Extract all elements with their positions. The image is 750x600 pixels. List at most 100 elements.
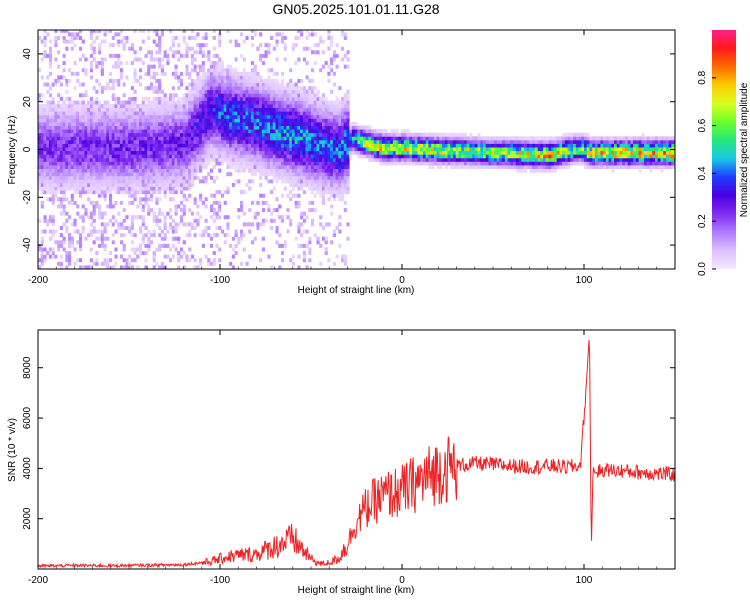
heatmap-cell <box>289 150 293 155</box>
heatmap-cell <box>259 111 263 116</box>
heatmap-cell <box>302 100 306 105</box>
heatmap-cell <box>193 258 197 263</box>
heatmap-cell <box>163 218 167 223</box>
heatmap-cell <box>199 107 203 112</box>
heatmap-cell <box>40 136 44 141</box>
heatmap-cell <box>57 172 61 177</box>
heatmap-cell <box>311 122 315 126</box>
heatmap-cell <box>141 197 145 202</box>
heatmap-cell <box>455 161 459 166</box>
heatmap-cell <box>212 30 216 33</box>
heatmap-cell <box>190 136 195 141</box>
heatmap-cell <box>190 225 195 230</box>
heatmap-cell <box>169 258 173 263</box>
heatmap-cell <box>371 143 375 148</box>
heatmap-cell <box>341 161 345 166</box>
heatmap-cell <box>275 161 279 166</box>
heatmap-cell <box>313 139 317 144</box>
heatmap-cell <box>158 100 162 105</box>
heatmap-cell <box>540 168 544 173</box>
heatmap-cell <box>125 175 129 180</box>
heatmap-cell <box>65 168 69 173</box>
heatmap-cell <box>119 172 124 177</box>
heatmap-cell <box>133 258 137 263</box>
heatmap-cell <box>226 104 230 109</box>
heatmap-cell <box>160 71 164 76</box>
heatmap-cell <box>302 57 306 62</box>
heatmap-cell <box>51 186 55 191</box>
heatmap-cell <box>190 157 195 162</box>
heatmap-cell <box>261 172 265 177</box>
heatmap-cell <box>62 236 66 241</box>
heatmap-cell <box>308 104 312 109</box>
heatmap-cell <box>78 46 83 51</box>
heatmap-cell <box>428 157 432 162</box>
heatmap-cell <box>155 32 159 37</box>
heatmap-cell <box>321 125 326 130</box>
heatmap-cell <box>204 43 208 48</box>
heatmap-cell <box>278 82 282 87</box>
heatmap-cell <box>253 161 257 166</box>
heatmap-cell <box>311 147 315 152</box>
heatmap-cell <box>139 229 143 234</box>
heatmap-cell <box>496 143 500 148</box>
heatmap-cell <box>513 154 517 159</box>
heatmap-cell <box>234 111 238 116</box>
heatmap-cell <box>253 172 257 177</box>
heatmap-cell <box>300 89 304 94</box>
heatmap-cell <box>499 161 503 166</box>
heatmap-cell <box>201 118 205 123</box>
heatmap-cell <box>209 204 214 209</box>
heatmap-cell <box>169 107 173 112</box>
heatmap-cell <box>452 157 457 162</box>
heatmap-cell <box>485 139 489 144</box>
heatmap-cell <box>521 150 525 155</box>
heatmap-cell <box>171 104 175 109</box>
heatmap-cell <box>130 265 134 269</box>
heatmap-cell <box>267 132 271 137</box>
heatmap-cell <box>95 204 99 209</box>
heatmap-cell <box>431 157 435 162</box>
heatmap-cell <box>381 129 386 134</box>
heatmap-cell <box>218 132 222 137</box>
heatmap-cell <box>349 132 353 137</box>
heatmap-cell <box>48 165 53 170</box>
heatmap-cell <box>540 157 544 162</box>
heatmap-cell <box>204 132 208 137</box>
heatmap-cell <box>152 89 156 94</box>
heatmap-cell <box>234 161 238 166</box>
heatmap-cell <box>308 111 312 116</box>
heatmap-cell <box>234 57 238 62</box>
heatmap-cell <box>106 172 110 177</box>
heatmap-cell <box>43 161 47 166</box>
heatmap-cell <box>177 165 181 170</box>
heatmap-cell <box>270 172 274 177</box>
heatmap-cell <box>152 71 156 76</box>
heatmap-cell <box>335 43 339 48</box>
heatmap-cell <box>95 143 99 148</box>
heatmap-cell <box>250 168 255 173</box>
heatmap-cell <box>218 39 222 44</box>
heatmap-cell <box>548 150 552 155</box>
heatmap-cell <box>272 125 276 130</box>
heatmap-cell <box>59 136 63 141</box>
heatmap-cell <box>207 150 211 155</box>
heatmap-cell <box>346 172 350 177</box>
heatmap-cell <box>237 147 241 152</box>
heatmap-cell <box>103 190 107 195</box>
heatmap-cell <box>149 104 154 109</box>
heatmap-cell <box>193 157 197 162</box>
heatmap-cell <box>40 200 44 205</box>
heatmap-cell <box>338 104 342 109</box>
heatmap-cell <box>51 139 55 144</box>
heatmap-cell <box>447 147 451 152</box>
heatmap-cell <box>136 129 140 134</box>
heatmap-cell <box>491 161 495 166</box>
heatmap-cell <box>305 154 309 159</box>
heatmap-cell <box>81 218 85 223</box>
heatmap-cell <box>248 154 252 159</box>
heatmap-cell <box>349 136 353 141</box>
heatmap-cell <box>141 186 145 191</box>
heatmap-cell <box>321 100 326 105</box>
heatmap-cell <box>139 125 143 130</box>
